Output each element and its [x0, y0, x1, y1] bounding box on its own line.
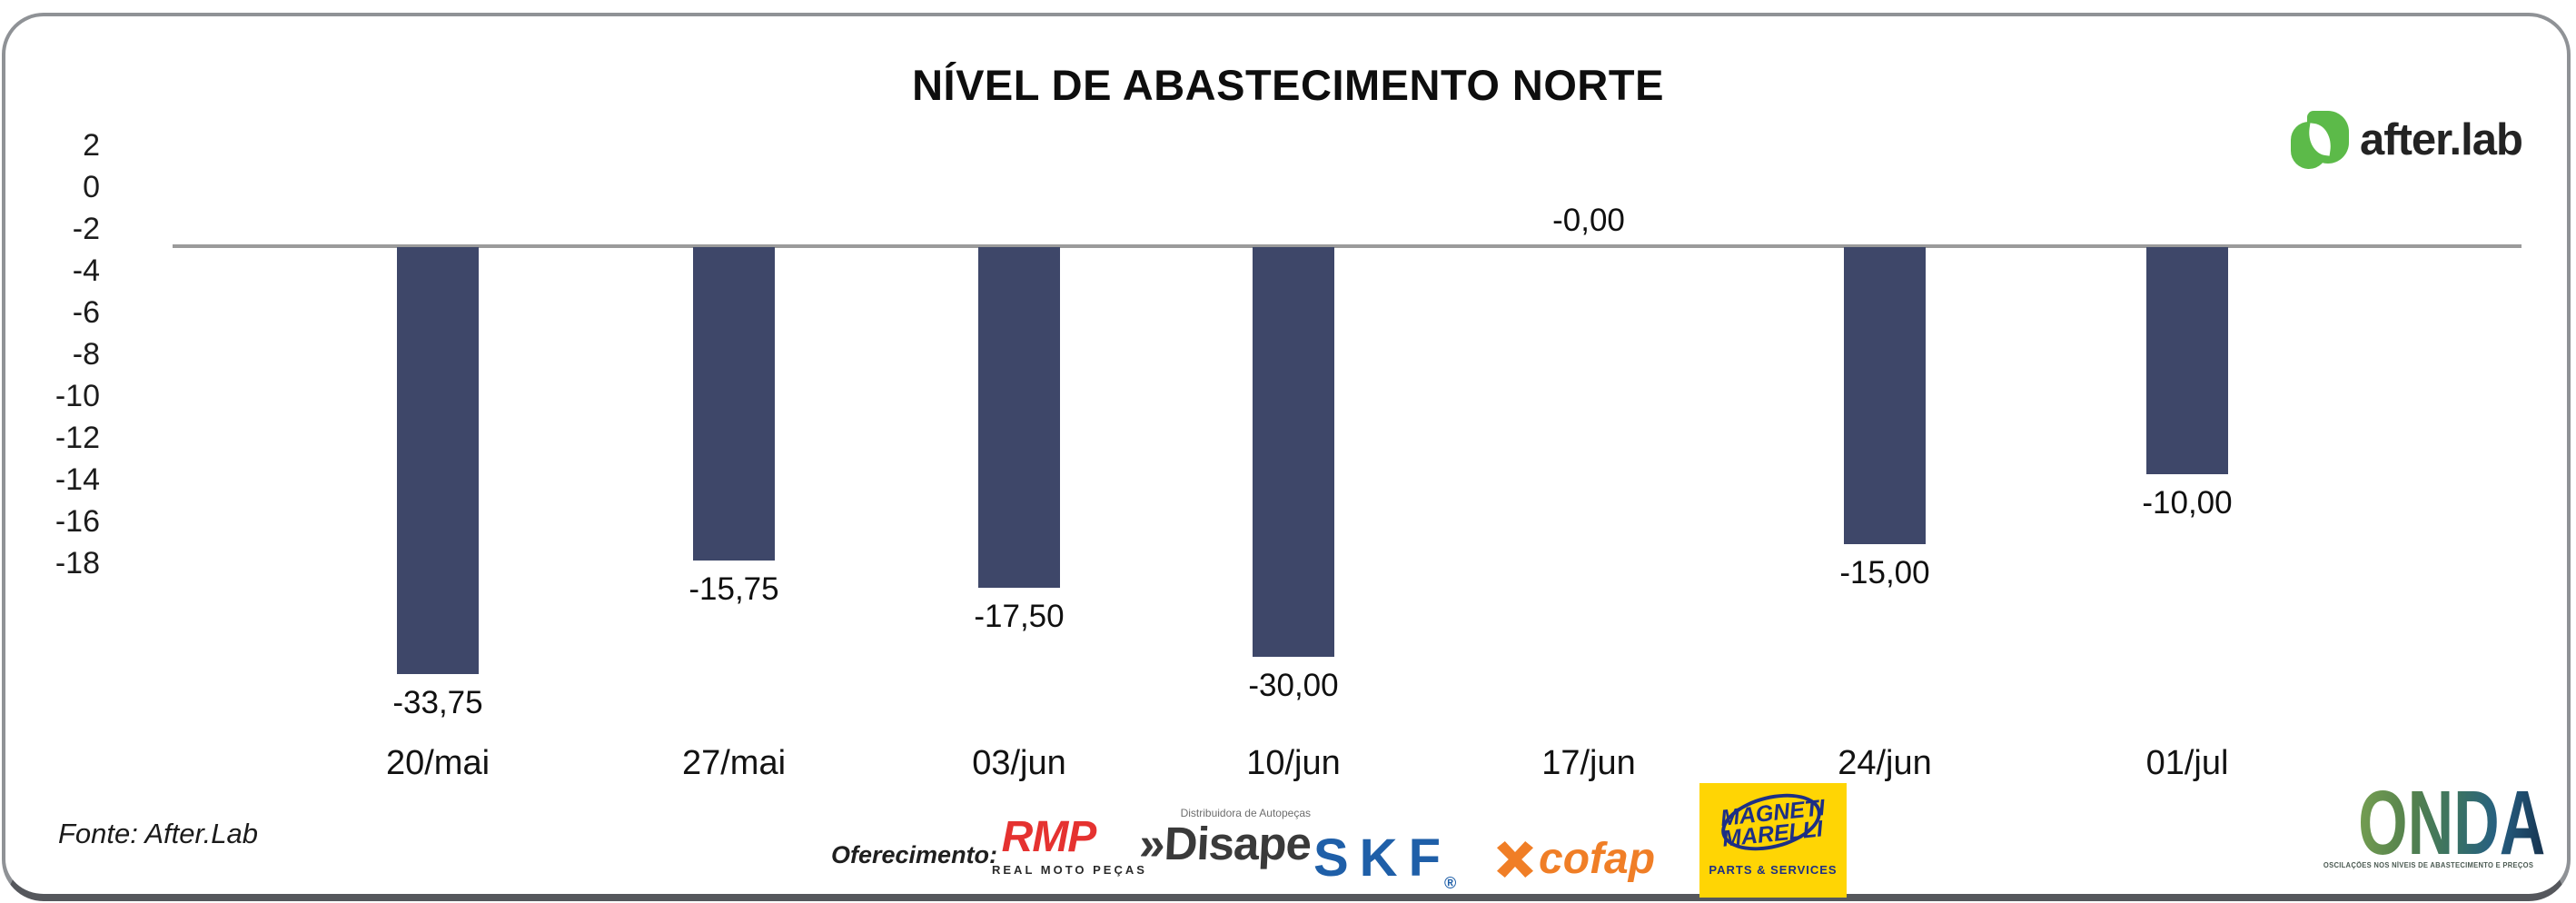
- y-axis-tick-label: -6: [72, 295, 100, 330]
- bar-value-label: -33,75: [392, 685, 483, 720]
- y-axis-tick-label: -8: [72, 337, 100, 372]
- x-axis-category-label: 01/jul: [2145, 744, 2229, 782]
- bar: [2146, 247, 2228, 474]
- x-axis-category-label: 10/jun: [1246, 744, 1341, 782]
- bar-value-label: -10,00: [2142, 485, 2233, 521]
- bar-value-label: -15,00: [1839, 555, 1930, 590]
- bar: [1844, 247, 1926, 544]
- bar-value-label: -30,00: [1248, 668, 1339, 703]
- disape-logo: Distribuidora de Autopeças »Disape: [1125, 807, 1313, 869]
- x-axis-category-label: 27/mai: [681, 744, 787, 782]
- y-axis-tick-label: -10: [54, 379, 100, 413]
- disape-logo-subtitle: Distribuidora de Autopeças: [1180, 807, 1311, 819]
- skf-logo-text: SKF: [1313, 829, 1451, 888]
- magneti-marelli-logo: MAGNETI MARELLI PARTS & SERVICES: [1699, 783, 1847, 898]
- x-axis-category-label: 24/jun: [1838, 744, 1932, 782]
- y-axis-tick-label: -18: [54, 546, 100, 580]
- magneti-marelli-mark: MAGNETI MARELLI: [1709, 784, 1837, 860]
- y-axis-tick-label: 0: [83, 170, 100, 204]
- onda-logo: ONDA OSCILAÇÕES NOS NÍVEIS DE ABASTECIME…: [2318, 778, 2545, 869]
- afterlab-logo: after.lab: [2291, 111, 2523, 169]
- afterlab-leaf-icon: [2291, 111, 2349, 169]
- cofap-x-icon: [1497, 841, 1533, 878]
- y-axis-tick-label: -14: [54, 462, 100, 497]
- y-axis-tick-label: -4: [72, 253, 100, 288]
- chart-title: NÍVEL DE ABASTECIMENTO NORTE: [912, 61, 1664, 109]
- rmp-logo-text: RMP: [1001, 813, 1097, 861]
- x-axis-category-label: 17/jun: [1541, 744, 1636, 782]
- rmp-logo-subtitle: REAL MOTO PEÇAS: [992, 863, 1147, 877]
- axis-baseline: [173, 244, 2522, 248]
- bar: [693, 247, 775, 561]
- y-axis-tick-label: -2: [72, 212, 100, 246]
- y-axis-tick-label: 2: [83, 128, 100, 163]
- afterlab-logo-text: after.lab: [2360, 115, 2523, 164]
- bar: [978, 247, 1060, 588]
- cofap-logo-text: cofap: [1539, 835, 1656, 883]
- bar: [1253, 247, 1334, 657]
- onda-logo-text: ONDA: [2358, 772, 2546, 874]
- rmp-logo: RMP REAL MOTO PEÇAS: [992, 813, 1147, 878]
- onda-logo-subtitle: OSCILAÇÕES NOS NÍVEIS DE ABASTECIMENTO E…: [2323, 861, 2534, 869]
- bar: [397, 247, 479, 674]
- y-axis-tick-label: -16: [54, 504, 100, 539]
- x-axis-category-label: 20/mai: [385, 744, 490, 782]
- registered-mark-icon: ®: [1444, 874, 1457, 892]
- x-axis-category-label: 03/jun: [972, 744, 1066, 782]
- sponsor-label: Oferecimento:: [831, 841, 998, 868]
- bar-value-label: -15,75: [689, 571, 779, 607]
- magneti-subtitle: PARTS & SERVICES: [1709, 863, 1838, 877]
- skf-logo: SKF®: [1313, 832, 1456, 903]
- y-axis-tick-label: -12: [54, 421, 100, 455]
- bar-value-label: -0,00: [1552, 203, 1625, 238]
- disape-logo-text: »Disape: [1137, 818, 1313, 869]
- bar-value-label: -17,50: [974, 599, 1065, 634]
- source-note: Fonte: After.Lab: [58, 818, 258, 849]
- cofap-logo: cofap: [1497, 838, 1655, 881]
